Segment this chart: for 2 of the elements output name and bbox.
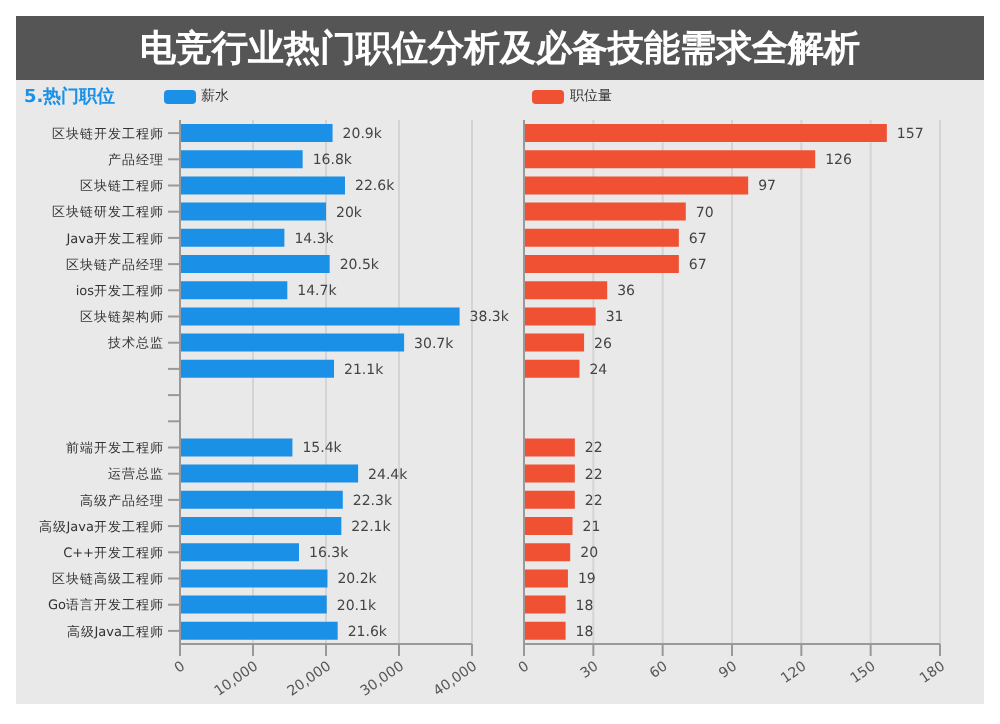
chart-subtitle: 电竞行业热门职位分析及必备技能需求全解析 [16, 16, 984, 80]
chart-title: 5.热门职位 [24, 84, 116, 109]
